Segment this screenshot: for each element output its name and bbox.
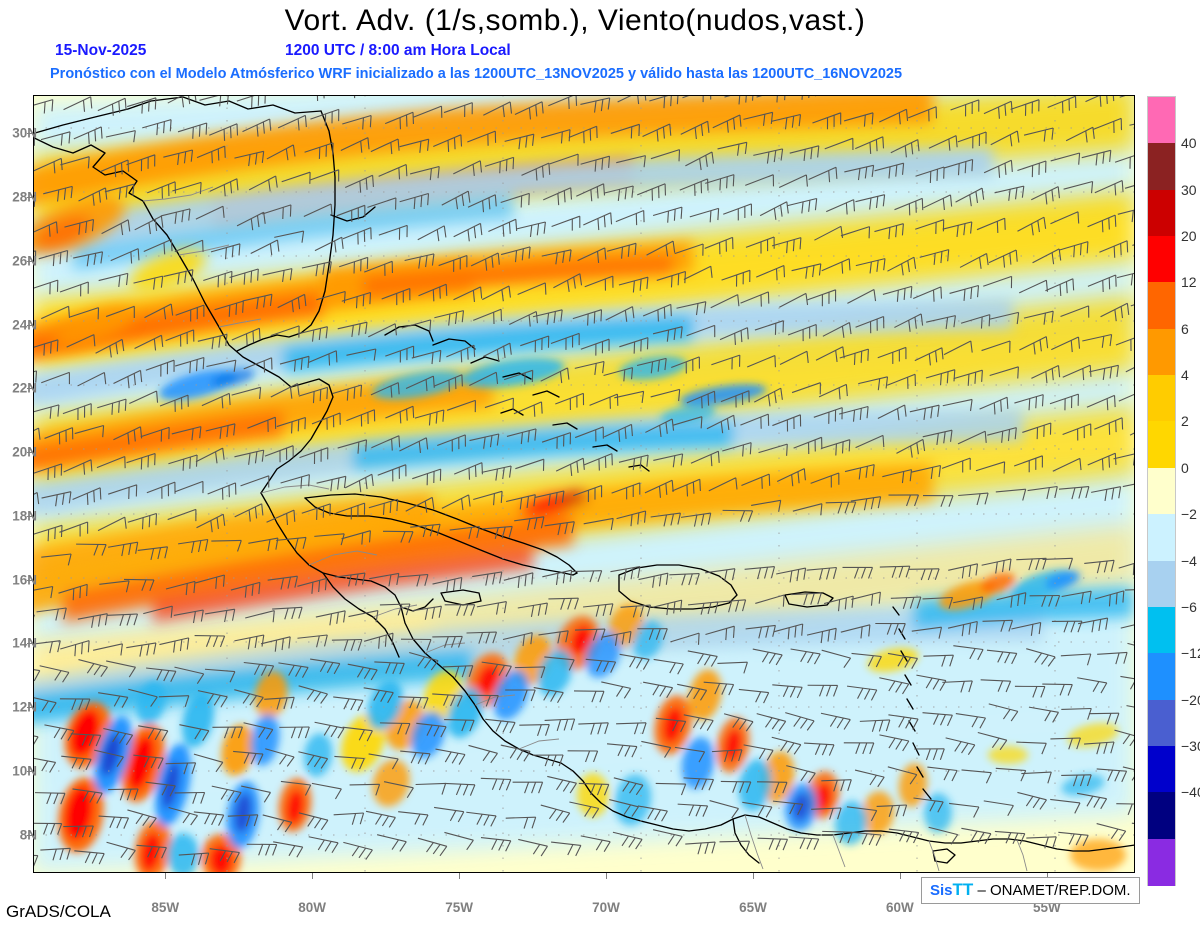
colorbar-band (1148, 282, 1175, 330)
colorbar-band (1148, 97, 1175, 145)
lat-label-30n: 30N (12, 125, 37, 141)
colorbar-tick-label: 30 (1181, 181, 1197, 198)
colorbar-tick-label: 2 (1181, 413, 1189, 430)
colorbar-band (1148, 838, 1175, 886)
lon-tick (899, 873, 901, 879)
lat-tick (27, 452, 33, 454)
lat-label-16n: 16N (12, 572, 37, 588)
colorbar-tick-label: −40 (1181, 784, 1200, 801)
colorbar-tick-label: 20 (1181, 228, 1197, 245)
lat-tick (27, 643, 33, 645)
lat-label-10n: 10N (12, 763, 37, 779)
lon-label-80w: 80W (298, 900, 327, 915)
colorbar-tick-label: 6 (1181, 320, 1189, 337)
colorbar-band (1148, 328, 1175, 376)
colorbar-band (1148, 467, 1175, 515)
colorbar-band (1148, 514, 1175, 562)
lat-tick (27, 834, 33, 836)
lat-tick (27, 260, 33, 262)
colorbar-band (1148, 699, 1175, 747)
lon-label-65w: 65W (739, 900, 767, 915)
colorbar-band (1148, 143, 1175, 191)
colorbar-tick-label: −6 (1181, 598, 1197, 615)
forecast-time: 1200 UTC / 8:00 am Hora Local (285, 42, 511, 59)
colorbar-band (1148, 421, 1175, 469)
lon-label-75w: 75W (445, 900, 473, 915)
lon-tick (459, 873, 461, 879)
forecast-date: 15-Nov-2025 (55, 42, 147, 59)
colorbar-band (1148, 653, 1175, 701)
lat-tick (27, 579, 33, 581)
colorbar-tick-label: 4 (1181, 367, 1189, 384)
lon-tick (606, 873, 608, 879)
colorbar-band (1148, 560, 1175, 608)
colorbar-tick-label: −20 (1181, 691, 1200, 708)
sistt-onamet-logo: SisTT – ONAMET/REP.DOM. (921, 877, 1140, 904)
lon-tick (752, 873, 754, 879)
lat-tick (27, 515, 33, 517)
lon-tick (1046, 873, 1048, 879)
lat-label-12n: 12N (12, 699, 37, 715)
lat-label-26n: 26N (12, 253, 37, 269)
lat-label-14n: 14N (12, 635, 37, 651)
colorbar-band (1148, 745, 1175, 793)
colorbar-band (1148, 236, 1175, 284)
logo-tt-icon: TT (952, 880, 974, 899)
colorbar-tick-label: −30 (1181, 737, 1200, 754)
colorbar-tick-label: 12 (1181, 274, 1197, 291)
colorbar-band (1148, 375, 1175, 423)
colorbar-band (1148, 792, 1175, 840)
logo-sis-text: Sis (930, 882, 953, 899)
colorbar-tick-label: −4 (1181, 552, 1197, 569)
model-subtitle: Pronóstico con el Modelo Atmósferico WRF… (50, 66, 903, 82)
colorbar-tick-label: −12 (1181, 645, 1200, 662)
lat-label-20n: 20N (12, 444, 37, 460)
lon-label-70w: 70W (592, 900, 620, 915)
lon-label-60w: 60W (886, 900, 914, 915)
lat-tick (27, 388, 33, 390)
lat-label-18n: 18N (12, 508, 37, 524)
colorbar-tick-label: 40 (1181, 135, 1197, 152)
logo-agency-text: – ONAMET/REP.DOM. (977, 882, 1131, 899)
lat-label-28n: 28N (12, 189, 37, 205)
colorbar-tick-label: 0 (1181, 459, 1189, 476)
colorbar[interactable] (1147, 96, 1176, 886)
page-title: Vort. Adv. (1/s,somb.), Viento(nudos,vas… (284, 4, 866, 37)
lat-label-24n: 24N (12, 317, 37, 333)
colorbar-band (1148, 189, 1175, 237)
lat-tick (27, 770, 33, 772)
lat-tick (27, 133, 33, 135)
colorbar-band (1148, 606, 1175, 654)
map-svg (33, 95, 1135, 873)
lon-tick (312, 873, 314, 879)
lat-label-22n: 22N (12, 380, 37, 396)
lon-tick (165, 873, 167, 879)
lon-label-85w: 85W (151, 900, 180, 915)
map-plot-area[interactable] (33, 95, 1135, 873)
colorbar-tick-label: −2 (1181, 506, 1197, 523)
lat-tick (27, 707, 33, 709)
lat-tick (27, 197, 33, 199)
lat-tick (27, 324, 33, 326)
grads-credit: GrADS/COLA (6, 902, 111, 921)
